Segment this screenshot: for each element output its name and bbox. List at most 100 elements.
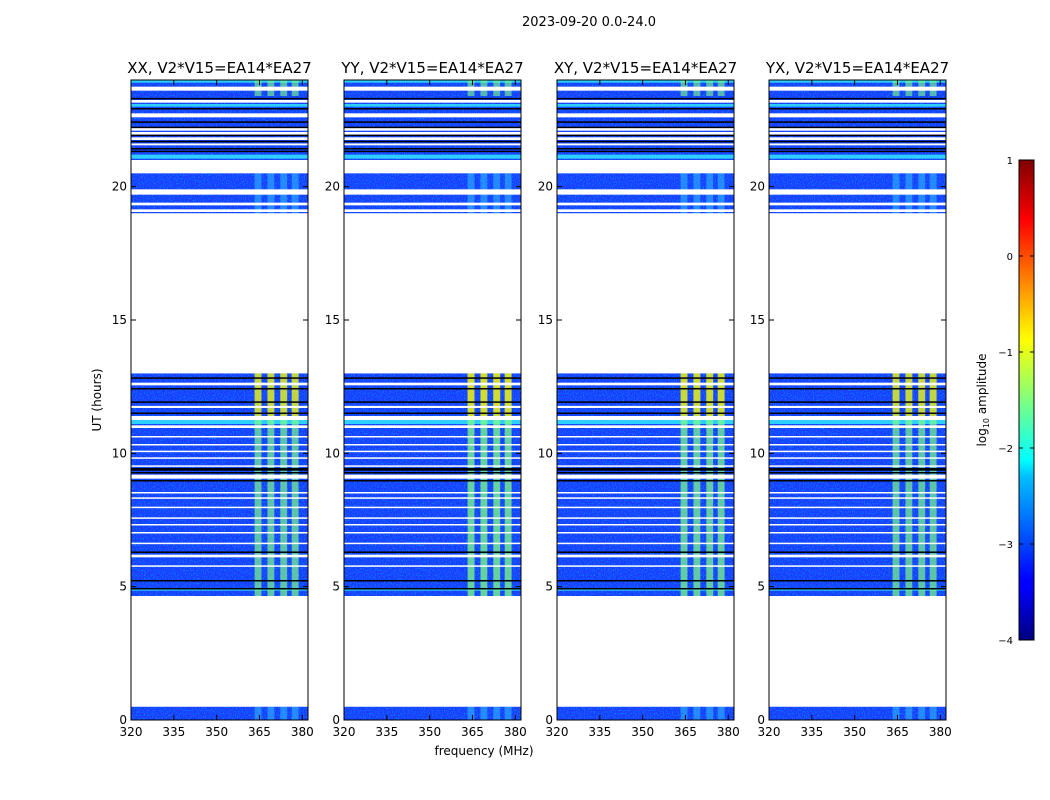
data-block-speckle xyxy=(131,373,308,598)
flag-line xyxy=(344,412,521,415)
rfi-strip-hot xyxy=(493,373,501,416)
flag-gap xyxy=(557,517,734,519)
rfi-strip-dim xyxy=(504,706,512,720)
flag-gap xyxy=(769,597,946,707)
flag-gap xyxy=(131,189,308,195)
flag-gap xyxy=(131,450,308,453)
flag-line xyxy=(344,468,521,471)
y-tick-label: 15 xyxy=(538,313,553,327)
x-tick-label: 350 xyxy=(205,725,228,739)
flag-line xyxy=(344,140,521,143)
flag-gap xyxy=(344,100,521,103)
flag-gap xyxy=(131,425,308,428)
flag-gap xyxy=(131,86,308,91)
rfi-strip xyxy=(706,373,714,598)
flag-line xyxy=(344,377,521,379)
rfi-strip-hot xyxy=(905,373,913,416)
rfi-strip-dim xyxy=(291,706,299,720)
x-tick-label: 380 xyxy=(504,725,527,739)
x-tick-label: 320 xyxy=(333,725,356,739)
flag-gap xyxy=(344,416,521,420)
rfi-strip xyxy=(717,373,725,598)
y-tick-label: 15 xyxy=(325,313,340,327)
flag-line xyxy=(769,580,946,582)
data-block-speckle xyxy=(131,706,308,720)
colorbar-tick-label: 1 xyxy=(1007,156,1013,167)
flag-gap xyxy=(131,444,308,446)
y-tick-label: 20 xyxy=(750,180,765,194)
rfi-strip xyxy=(693,373,701,598)
rfi-strip-hot xyxy=(892,373,900,416)
bright-row xyxy=(344,420,521,424)
rfi-strip-dim xyxy=(267,706,275,720)
y-tick-label: 10 xyxy=(538,446,553,460)
flag-gap xyxy=(344,425,521,428)
flag-line xyxy=(344,148,521,150)
flag-gap xyxy=(557,202,734,206)
x-tick-label: 365 xyxy=(248,725,271,739)
flag-gap xyxy=(557,450,734,453)
y-tick-label: 20 xyxy=(538,180,553,194)
flag-gap xyxy=(557,209,734,212)
data-block-speckle xyxy=(344,373,521,598)
rfi-strip-dim xyxy=(905,706,913,720)
x-tick-label: 335 xyxy=(800,725,823,739)
flag-line xyxy=(769,150,946,153)
flag-gap xyxy=(769,565,946,567)
flag-line xyxy=(344,401,521,403)
rfi-strip xyxy=(254,373,262,598)
flag-gap xyxy=(769,416,946,420)
flag-gap xyxy=(131,100,308,103)
rfi-strip xyxy=(467,373,475,598)
y-tick-label: 0 xyxy=(757,713,765,727)
flag-line xyxy=(344,150,521,153)
y-tick-label: 5 xyxy=(545,580,553,594)
flag-gap xyxy=(344,597,521,707)
rfi-strip xyxy=(291,373,299,598)
flag-gap xyxy=(769,517,946,519)
flag-gap xyxy=(769,450,946,453)
bright-row xyxy=(344,104,521,107)
rfi-strip-dim xyxy=(892,706,900,720)
flag-gap xyxy=(344,86,521,91)
flag-gap xyxy=(769,202,946,206)
flag-gap xyxy=(557,524,734,526)
flag-gap xyxy=(769,492,946,494)
flag-line xyxy=(344,134,521,137)
flag-gap xyxy=(557,532,734,534)
flag-line xyxy=(131,134,308,137)
rfi-strip-hot xyxy=(929,373,937,416)
flag-gap xyxy=(131,436,308,438)
flag-line xyxy=(131,480,308,482)
flag-gap xyxy=(131,465,308,467)
rfi-strip-dim xyxy=(480,706,488,720)
flag-gap xyxy=(131,113,308,118)
flag-gap xyxy=(557,382,734,386)
flag-line xyxy=(344,580,521,582)
flag-gap xyxy=(344,113,521,118)
flag-gap xyxy=(131,209,308,212)
flag-gap xyxy=(557,143,734,146)
y-tick-label: 0 xyxy=(332,713,340,727)
bright-row xyxy=(557,104,734,107)
bright-row xyxy=(131,154,308,159)
flag-gap xyxy=(344,405,521,408)
panel-frame xyxy=(343,79,522,721)
rfi-strip-hot xyxy=(280,373,288,416)
flag-gap xyxy=(131,497,308,499)
flag-gap xyxy=(557,160,734,174)
flag-gap xyxy=(344,189,521,195)
flag-gap xyxy=(131,554,308,558)
bright-row xyxy=(344,80,521,83)
rfi-strip xyxy=(929,373,937,598)
rfi-strip xyxy=(680,373,688,598)
panel-title: XY, V2*V15=EA14*EA27 xyxy=(554,59,737,77)
x-tick-label: 320 xyxy=(758,725,781,739)
flag-gap xyxy=(769,137,946,140)
flag-line xyxy=(557,480,734,482)
flag-gap xyxy=(344,497,521,499)
flag-gap xyxy=(769,436,946,438)
flag-line xyxy=(557,551,734,553)
flag-gap xyxy=(557,86,734,91)
flag-gap xyxy=(769,425,946,428)
